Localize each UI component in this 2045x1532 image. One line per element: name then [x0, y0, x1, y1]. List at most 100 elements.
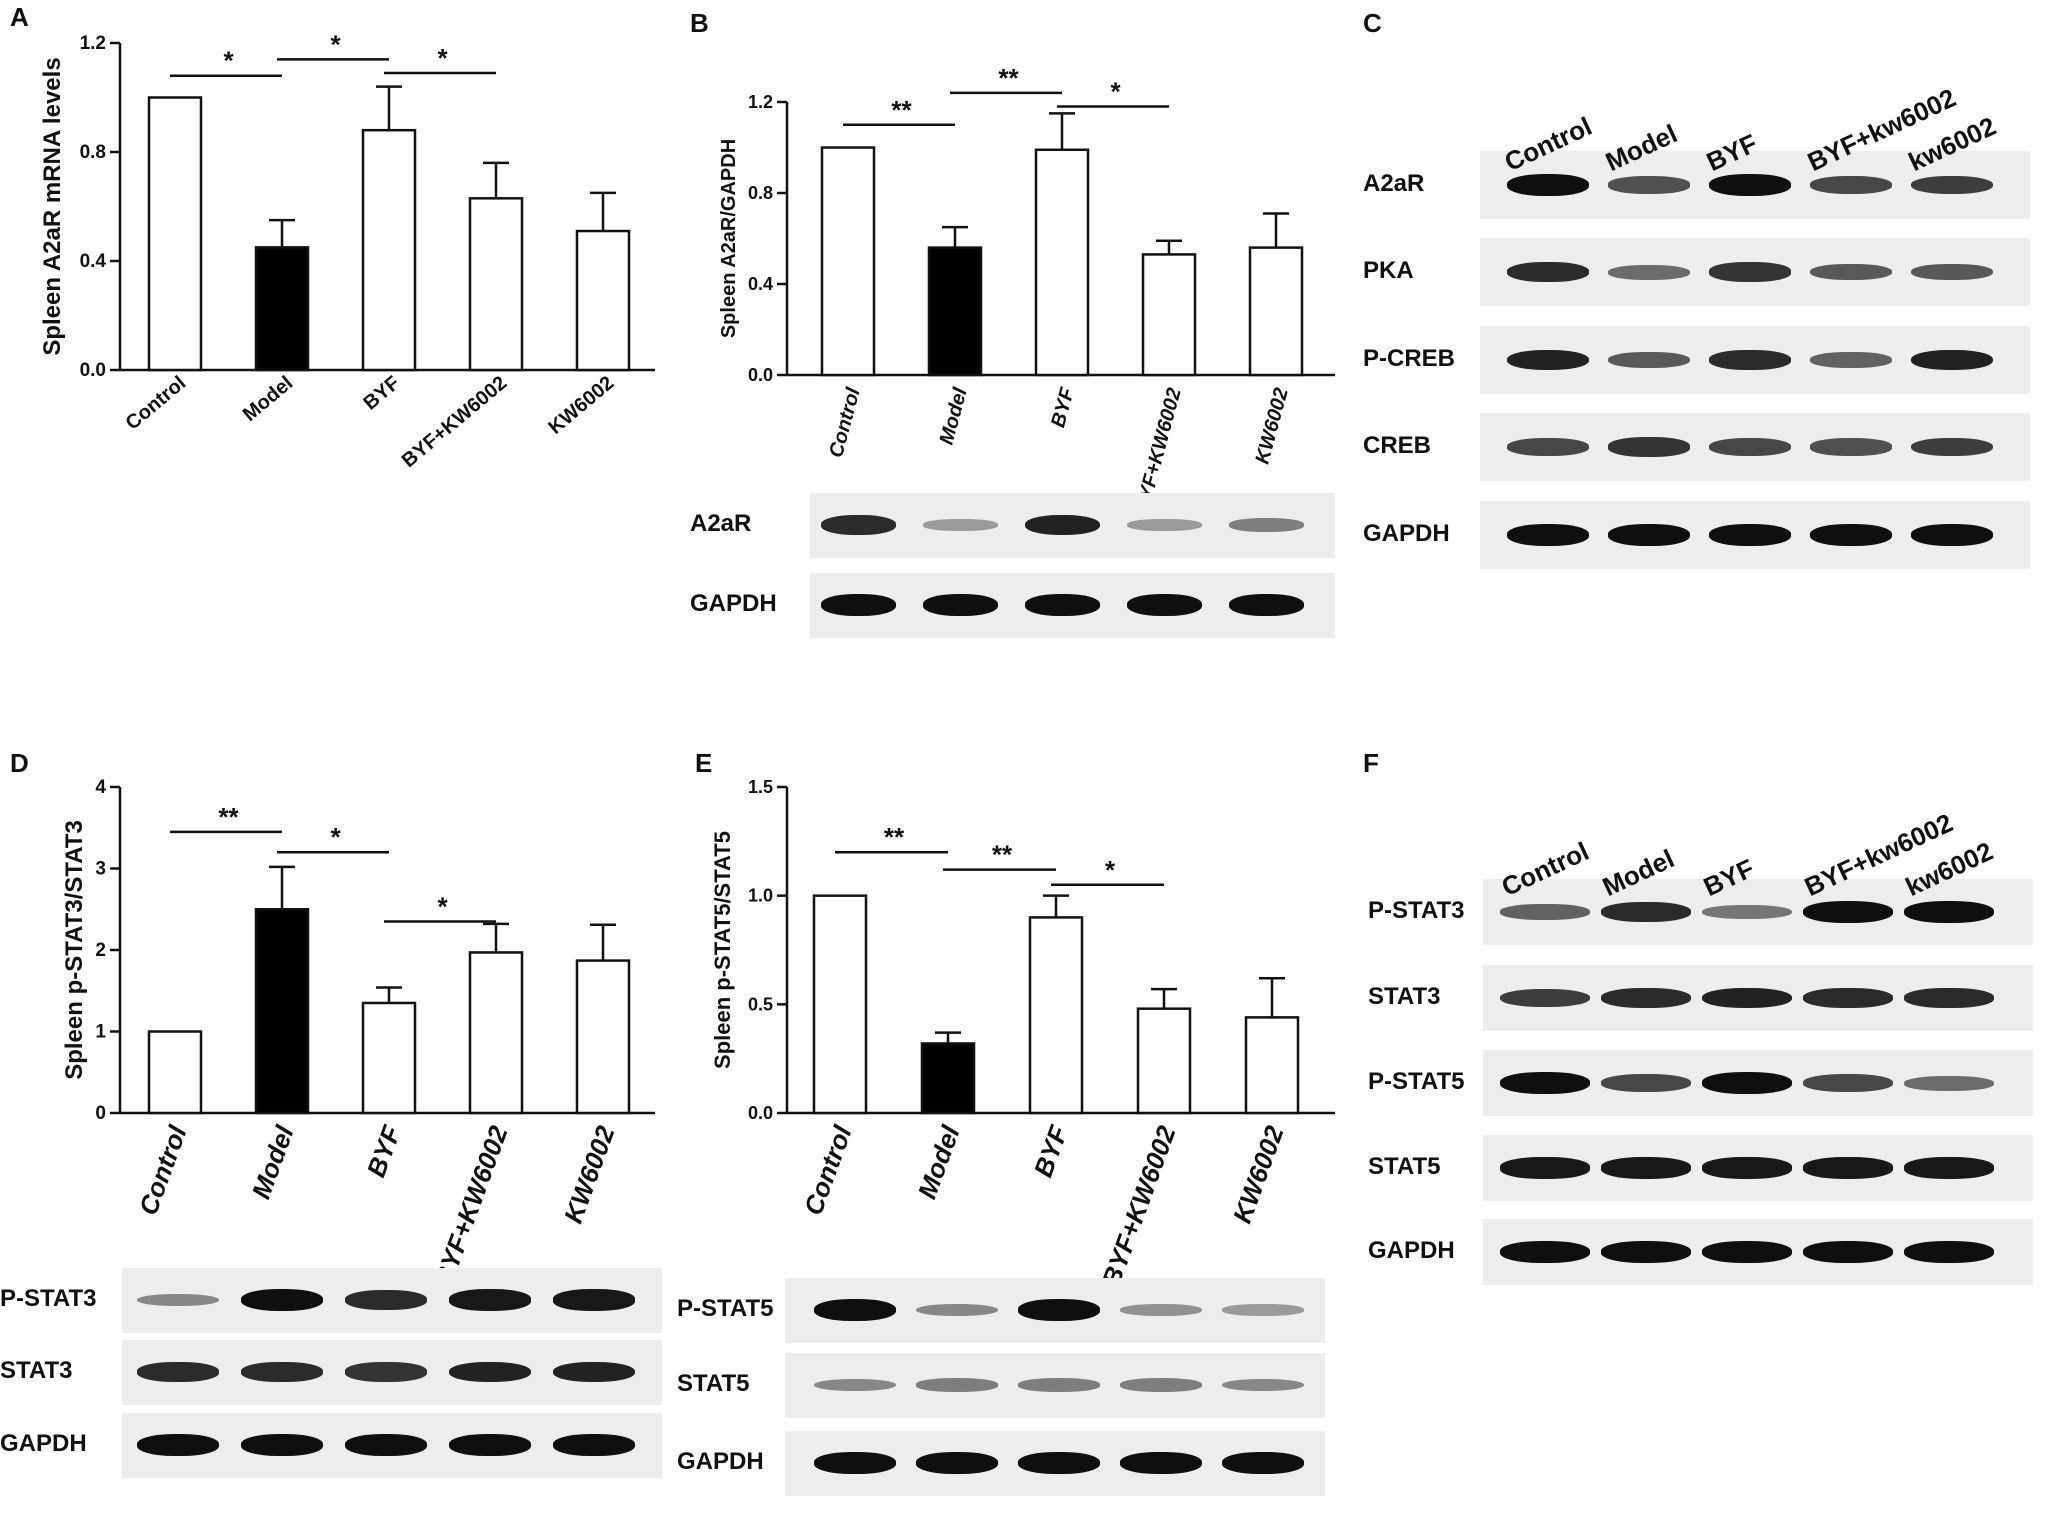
blot-band — [137, 1362, 219, 1382]
blot-band — [1608, 264, 1690, 280]
y-axis-label: Spleen A2aR mRNA levels — [39, 57, 66, 355]
chart-a: 0.0 0.4 0.8 1.2 Spleen A2aR mRNA levels Contr… — [39, 29, 655, 472]
bar-byf-kw6002 — [1136, 1007, 1192, 1115]
significance-label: * — [437, 43, 448, 73]
blot-label: GAPDH — [690, 590, 777, 617]
y-tick-label: 0.0 — [80, 360, 106, 381]
blot-band — [1702, 1241, 1792, 1263]
blot-band — [1228, 518, 1304, 532]
blot-band — [1500, 1072, 1590, 1094]
blot-band — [1126, 594, 1202, 616]
bar-byf — [1034, 148, 1090, 377]
blot-band — [1911, 175, 1993, 195]
blot-label: GAPDH — [1368, 1237, 1455, 1264]
category-label: KW6002 — [1227, 1121, 1290, 1227]
y-tick-label: 1 — [95, 1022, 106, 1043]
bar-byf-kw6002 — [1141, 253, 1197, 377]
blot-band — [1904, 901, 1994, 923]
blot-band — [1507, 174, 1589, 196]
blot-label: GAPDH — [677, 1448, 764, 1475]
significance-label: * — [330, 822, 341, 852]
blot-band — [1608, 524, 1690, 546]
blot-label: GAPDH — [1363, 520, 1450, 547]
significance-label: * — [1105, 855, 1116, 885]
blot-label: P-STAT5 — [1368, 1068, 1465, 1095]
blot-band — [1601, 902, 1691, 922]
blot-label: P-STAT3 — [0, 1285, 97, 1312]
blot-label: A2aR — [690, 510, 752, 537]
y-tick-label: 1.2 — [80, 33, 106, 54]
blot-band — [1702, 904, 1792, 920]
category-label: KW6002 — [544, 372, 618, 439]
chart-e: 0.0 0.5 1.0 1.5 Spleen p-STAT5/STAT5 Control M… — [710, 777, 1335, 1290]
category-label: KW6002 — [1251, 386, 1292, 467]
y-tick-label: 0 — [95, 1103, 106, 1124]
blot-label: CREB — [1363, 432, 1432, 459]
blot-band — [922, 519, 998, 531]
blot-band — [1507, 262, 1589, 282]
category-label: Model — [246, 1121, 300, 1203]
bar-byf — [361, 1001, 417, 1115]
blot-band — [1120, 1378, 1202, 1392]
bar-byf-kw6002 — [468, 951, 524, 1115]
panel-letter-d: D — [10, 748, 29, 778]
blot-band — [449, 1289, 531, 1311]
blot-band — [449, 1361, 531, 1383]
blot-band — [1601, 1157, 1691, 1179]
blot-band — [1500, 988, 1590, 1008]
panel-letter-a: A — [10, 2, 29, 32]
blot-band — [1709, 438, 1791, 456]
bar-kw6002 — [1248, 246, 1304, 377]
blot-band — [1120, 1303, 1202, 1317]
y-axis-label: Spleen p-STAT3/STAT3 — [61, 820, 88, 1080]
blot-band — [1810, 352, 1892, 368]
category-label: Control — [798, 1121, 858, 1219]
blot-band — [345, 1434, 427, 1456]
blot-band — [1911, 524, 1993, 546]
blot-band — [137, 1293, 219, 1307]
blot-band — [241, 1289, 323, 1311]
blot-band — [820, 515, 896, 535]
blot-band — [1222, 1304, 1304, 1316]
blot-band — [814, 1299, 896, 1321]
blot-label: A2aR — [1363, 170, 1425, 197]
significance-label: * — [223, 46, 234, 76]
bar-model — [920, 1042, 976, 1115]
blot-band — [814, 1452, 896, 1474]
y-tick-label: 3 — [95, 859, 106, 880]
blot-band — [1702, 1157, 1792, 1179]
blot-band — [814, 1378, 896, 1392]
category-label: Control — [825, 385, 865, 460]
blot-band — [345, 1362, 427, 1382]
blot-band — [1709, 262, 1791, 282]
category-label: BYF+KW6002 — [428, 1121, 514, 1290]
y-tick-label: 0.0 — [748, 365, 773, 385]
blot-band — [1507, 438, 1589, 456]
blot-band — [916, 1452, 998, 1474]
blot-band — [922, 594, 998, 616]
bar-byf — [361, 128, 417, 372]
bar-model — [254, 908, 310, 1115]
blot-band — [1228, 594, 1304, 616]
y-tick-label: 1.0 — [748, 886, 773, 906]
blot-band — [1222, 1378, 1304, 1392]
blot-band — [1018, 1452, 1100, 1474]
bar-control — [820, 146, 876, 377]
blot-band — [553, 1361, 635, 1383]
blot-label: STAT3 — [1368, 983, 1441, 1010]
y-tick-label: 1.2 — [748, 92, 773, 112]
blot-band — [241, 1434, 323, 1456]
y-tick-label: 0.8 — [80, 142, 106, 163]
blot-band — [1803, 1157, 1893, 1179]
blot-band — [553, 1434, 635, 1456]
y-tick-label: 0.4 — [748, 274, 773, 294]
blot-label: P-STAT3 — [1368, 897, 1465, 924]
blot-band — [1608, 437, 1690, 457]
significance-label: ** — [891, 95, 912, 125]
y-tick-label: 4 — [95, 777, 106, 798]
blot-band — [1507, 349, 1589, 371]
blot-band — [1709, 350, 1791, 370]
blot-band — [1024, 594, 1100, 616]
blot-band — [345, 1290, 427, 1310]
